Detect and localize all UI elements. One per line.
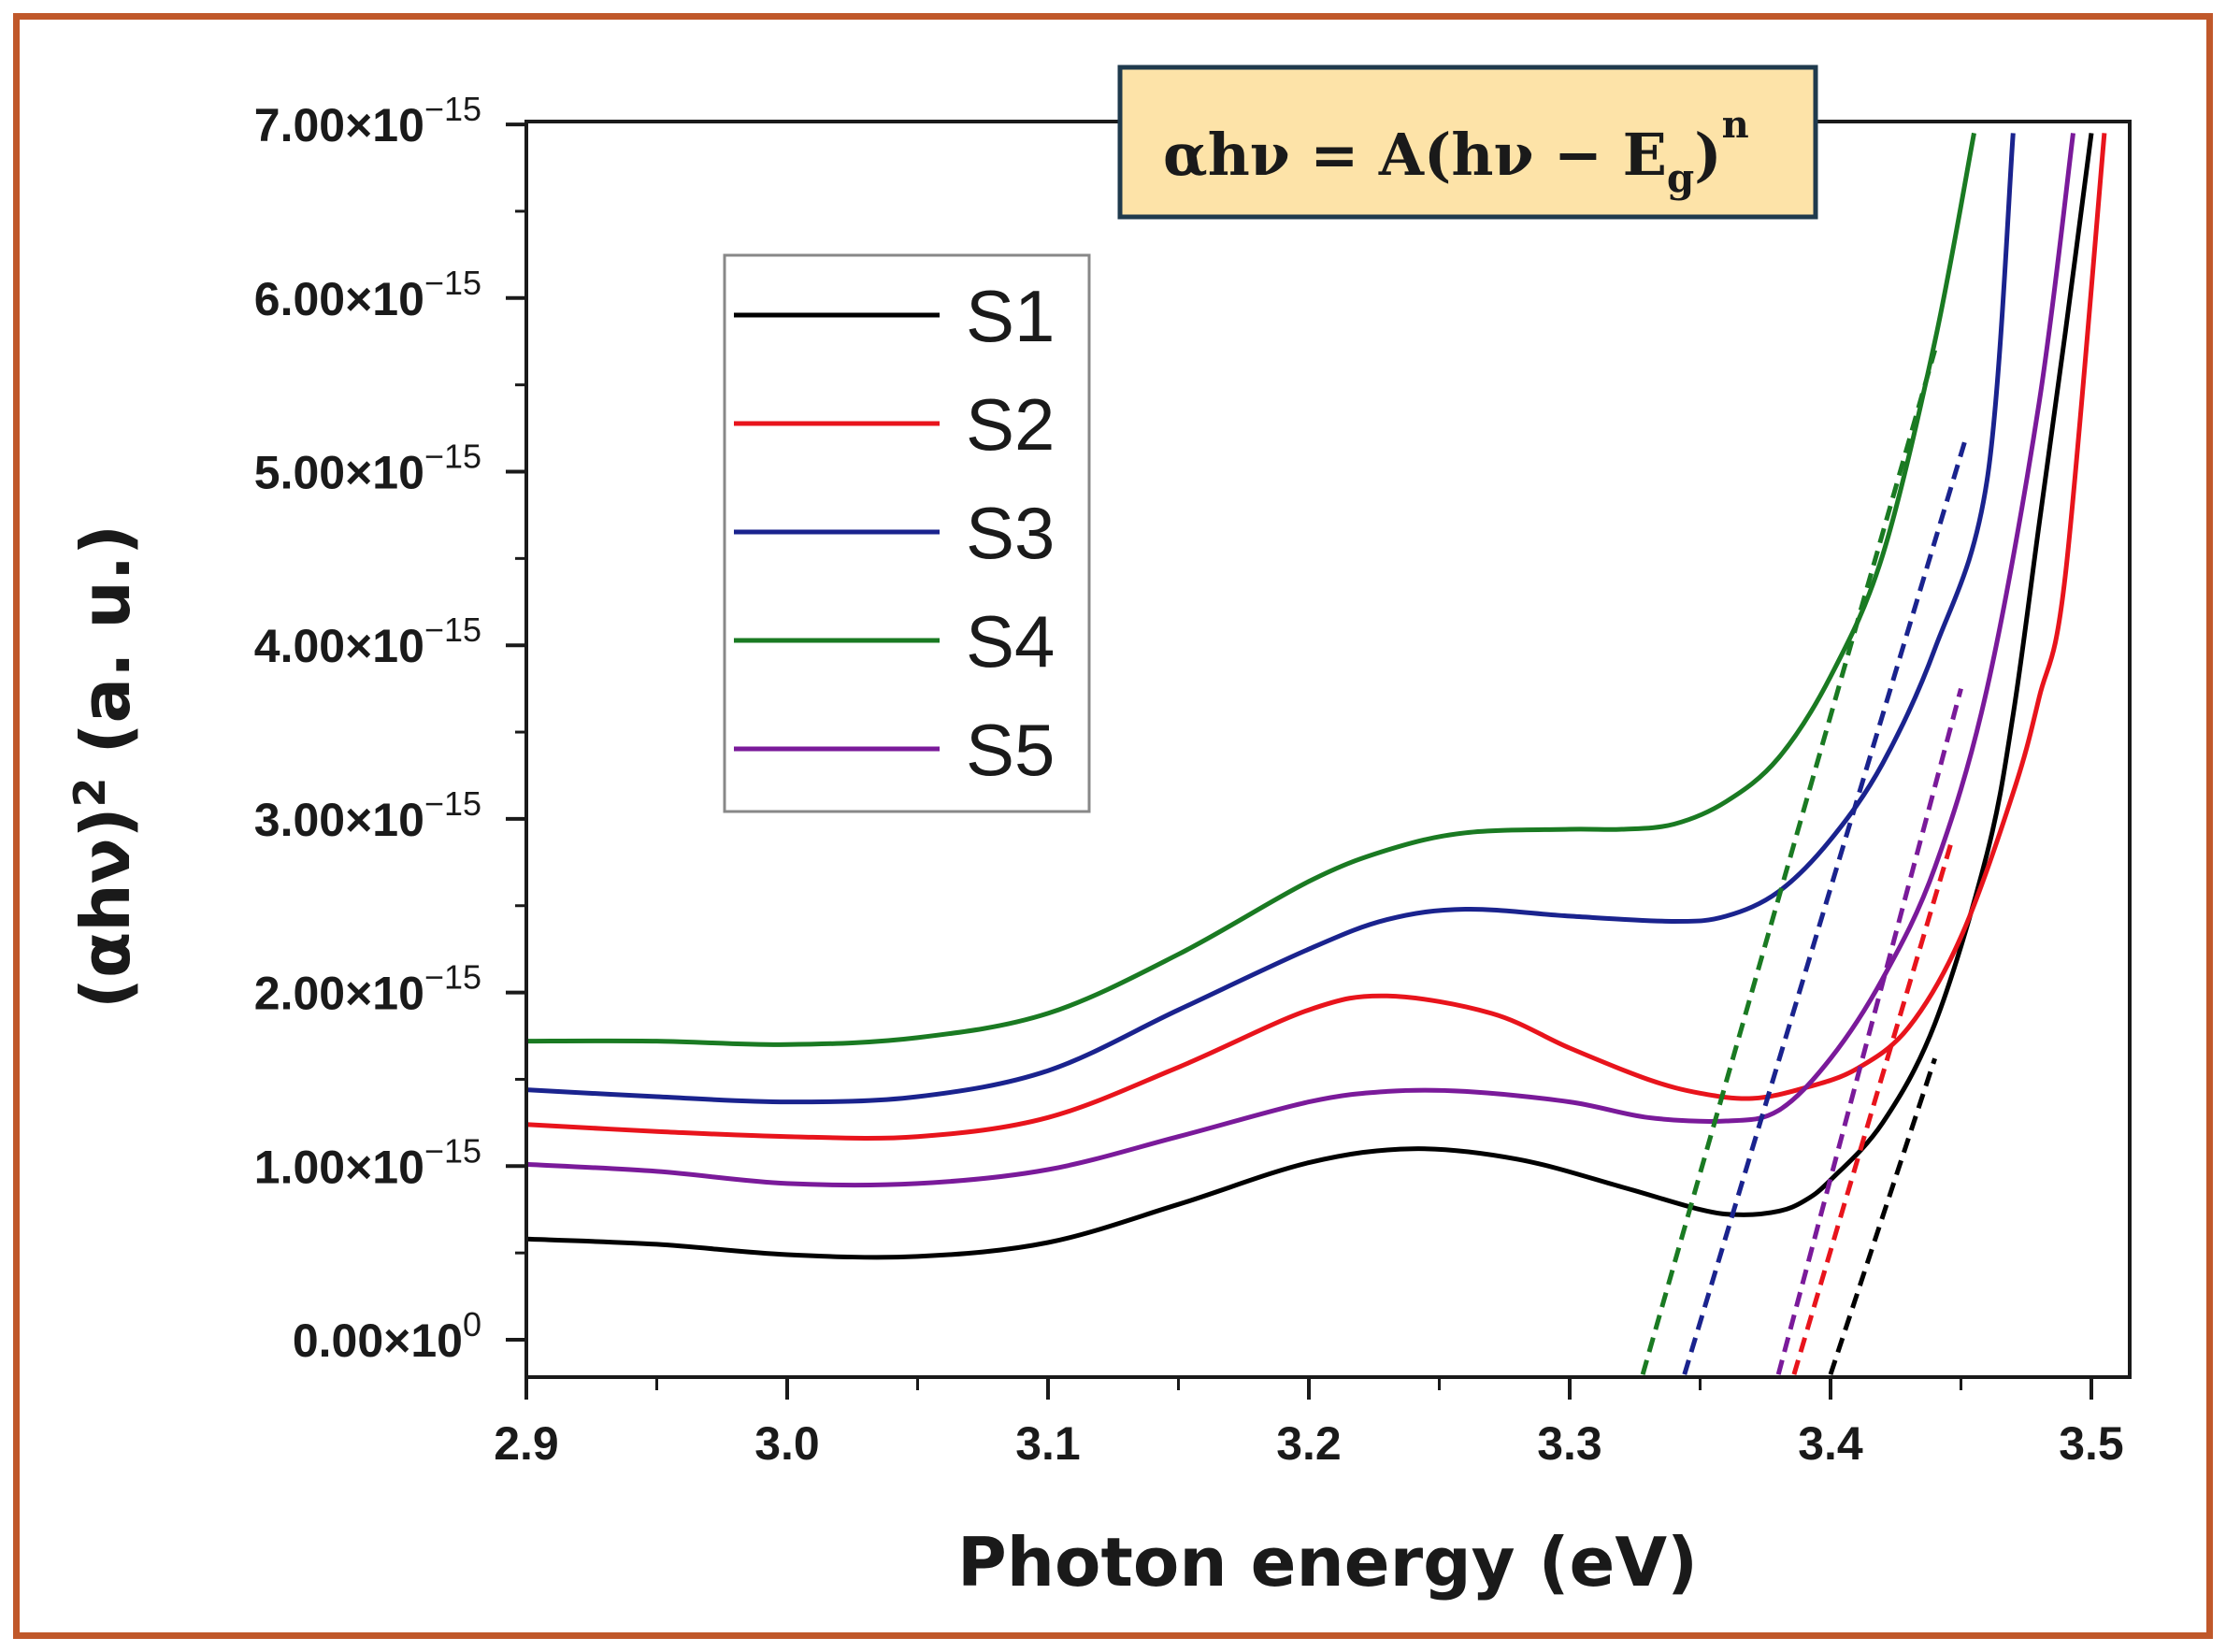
tangent-lines: [1640, 349, 1969, 1375]
legend-label-s1: S1: [966, 275, 1055, 357]
y-tick-label: 3.00×10−15: [254, 784, 481, 846]
series-line-s3: [525, 133, 2016, 1105]
equation-paren: ): [1694, 121, 1721, 189]
y-axis-title-sup: 2: [65, 777, 115, 807]
y-tick-label: 1.00×10−15: [254, 1131, 481, 1193]
x-axis-title: Photon energy (eV): [957, 1523, 1698, 1602]
y-tick-mantissa: 6.00×10: [254, 273, 424, 325]
series-line-s2: [525, 133, 2107, 1141]
tangent-line-s3: [1682, 436, 1969, 1375]
y-tick-exponent: −15: [424, 90, 481, 128]
equation-superscript: n: [1722, 103, 1749, 147]
tangent-line-s1: [1828, 1057, 1937, 1375]
equation-main: αhν = A(hν − E: [1163, 121, 1667, 189]
y-tick-exponent: −15: [424, 611, 481, 649]
legend-label-s3: S3: [966, 492, 1055, 574]
y-tick-exponent: −15: [424, 958, 481, 997]
y-axis-title-main: (αhν): [66, 807, 145, 1009]
chart-frame: [13, 13, 2213, 1639]
y-tick-exponent: −15: [424, 264, 481, 302]
x-tick-label: 2.9: [494, 1417, 559, 1470]
equation-subscript: g: [1667, 155, 1694, 201]
y-axis-title-unit: (a. u.): [66, 524, 145, 778]
y-tick-exponent: −15: [424, 438, 481, 476]
y-tick-mantissa: 4.00×10: [254, 620, 424, 672]
x-tick-labels: 2.9 3.0 3.1 3.2 3.3 3.4 3.5: [494, 1417, 2124, 1470]
x-tick-label: 3.1: [1015, 1417, 1081, 1470]
y-axis-title: (αhν)2 (a. u.): [65, 524, 145, 1009]
legend: S1 S2 S3 S4 S5: [723, 253, 1091, 813]
x-tick-label: 3.5: [2059, 1417, 2124, 1470]
y-tick-exponent: 0: [463, 1305, 481, 1343]
legend-label-s2: S2: [966, 383, 1055, 466]
tangent-line-s5: [1775, 687, 1963, 1375]
y-tick-mantissa: 3.00×10: [254, 794, 424, 846]
y-tick-label: 2.00×10−15: [254, 958, 481, 1020]
series-line-s5: [525, 133, 2075, 1188]
y-tick-mantissa: 2.00×10: [254, 968, 424, 1020]
legend-label-s5: S5: [966, 709, 1055, 791]
legend-label-s4: S4: [966, 600, 1055, 682]
equation-background: [1117, 65, 1818, 220]
equation-box: αhν = A(hν − Eg)n: [1117, 65, 1818, 220]
y-tick-mantissa: 5.00×10: [254, 447, 424, 499]
y-tick-label: 6.00×10−15: [254, 264, 481, 325]
tangent-line-s4: [1640, 349, 1938, 1375]
data-curves: [525, 132, 2107, 1260]
y-tick-mantissa: 7.00×10: [254, 99, 424, 151]
equation-text: αhν = A(hν − Eg)n: [1163, 103, 1749, 201]
y-tick-label: 7.00×10−15: [254, 90, 481, 151]
y-tick-exponent: −15: [424, 784, 481, 823]
x-tick-label: 3.0: [754, 1417, 820, 1470]
y-tick-labels: 0.00×1001.00×10−152.00×10−153.00×10−154.…: [254, 90, 481, 1367]
series-line-s1: [525, 133, 2094, 1260]
y-tick-label: 0.00×100: [293, 1305, 481, 1367]
x-tick-label: 3.3: [1537, 1417, 1602, 1470]
y-tick-label: 4.00×10−15: [254, 611, 481, 672]
x-tick-label: 3.2: [1276, 1417, 1342, 1470]
y-tick-exponent: −15: [424, 1131, 481, 1170]
y-tick-label: 5.00×10−15: [254, 438, 481, 499]
x-tick-label: 3.4: [1798, 1417, 1863, 1470]
y-tick-mantissa: 1.00×10: [254, 1141, 424, 1193]
series-line-s4: [525, 132, 1976, 1047]
axis-ticks: [506, 122, 2093, 1400]
y-tick-mantissa: 0.00×10: [293, 1314, 463, 1367]
